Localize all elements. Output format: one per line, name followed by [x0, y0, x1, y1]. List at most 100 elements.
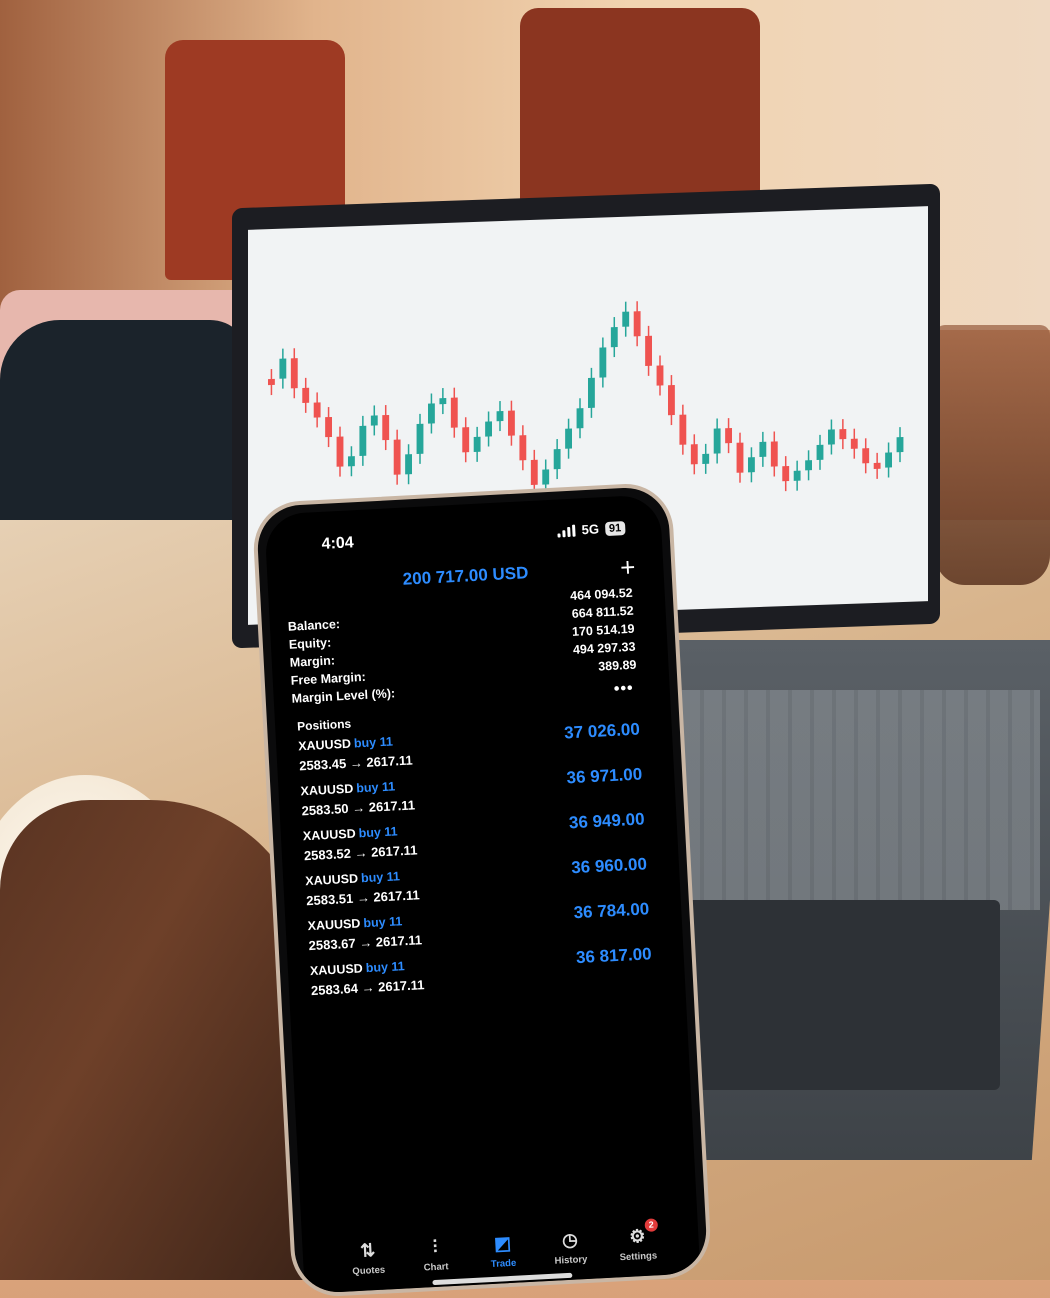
candle	[885, 452, 893, 468]
candle	[325, 416, 333, 438]
phone-screen: 4:04 5G 91 200 717.00 USD + Balance: Equ…	[264, 494, 701, 1294]
signal-icon	[557, 524, 577, 538]
position-side: buy 11	[365, 959, 405, 976]
home-indicator[interactable]	[432, 1272, 573, 1286]
candle	[336, 436, 344, 467]
position-side: buy 11	[363, 914, 403, 931]
candle	[428, 403, 435, 424]
position-symbol: XAUUSD	[300, 781, 354, 799]
settings-icon: ⚙	[628, 1225, 646, 1247]
chart-icon: ⫶	[432, 1236, 438, 1258]
candle	[576, 408, 584, 429]
candle	[805, 460, 813, 471]
summary-labels: Balance: Equity: Margin: Free Margin: Ma…	[287, 612, 396, 707]
candle	[279, 358, 287, 379]
candle	[668, 384, 675, 416]
candle	[393, 439, 401, 475]
laptop-screen	[248, 206, 928, 625]
candle	[873, 462, 881, 470]
candle	[713, 428, 721, 454]
candlestick-chart	[268, 301, 904, 495]
candle	[348, 456, 355, 467]
history-icon: ◷	[561, 1229, 579, 1251]
add-icon[interactable]: +	[619, 551, 637, 583]
position-profit: 36 960.00	[570, 854, 648, 878]
candle	[370, 415, 378, 426]
candle	[405, 454, 412, 475]
candle	[496, 410, 504, 422]
position-symbol: XAUUSD	[297, 736, 352, 754]
candle	[622, 311, 630, 327]
account-profit-total: 200 717.00 USD	[402, 563, 529, 589]
tab-settings[interactable]: ⚙ 2 Settings	[606, 1218, 670, 1264]
candle	[462, 427, 470, 453]
position-side: buy 11	[353, 734, 394, 751]
candle	[610, 326, 618, 348]
candle	[759, 441, 767, 458]
tab-label: Quotes	[352, 1264, 386, 1278]
candle	[519, 435, 527, 461]
candle	[690, 444, 698, 465]
tab-chart[interactable]: ⫶ Chart	[404, 1234, 468, 1274]
position-profit: 37 026.00	[563, 719, 641, 743]
status-indicators: 5G 91	[557, 520, 626, 539]
candle	[793, 470, 801, 481]
position-symbol: XAUUSD	[304, 871, 359, 889]
candle	[770, 441, 778, 467]
position-symbol: XAUUSD	[309, 961, 364, 979]
candle	[530, 459, 538, 485]
candle	[839, 428, 847, 440]
position-side: buy 11	[358, 824, 398, 841]
candle	[565, 428, 572, 449]
more-icon[interactable]: •••	[613, 679, 635, 698]
hand	[0, 800, 310, 1280]
position-profit: 36 784.00	[573, 899, 650, 923]
drink-glass	[935, 325, 1050, 585]
phone: 4:04 5G 91 200 717.00 USD + Balance: Equ…	[251, 481, 713, 1298]
candle	[725, 427, 732, 444]
bottom-tab-bar: ⇅ Quotes ⫶ Chart ◩ Trade ◷ History ⚙ 2 S…	[336, 1218, 670, 1278]
candle	[645, 335, 652, 367]
candle	[359, 425, 367, 456]
candle	[816, 444, 824, 461]
candle	[850, 438, 858, 449]
candle	[473, 436, 481, 452]
candle	[736, 442, 744, 473]
candle	[748, 457, 755, 473]
margin-level-value: 389.89	[597, 657, 637, 674]
candle	[382, 414, 390, 441]
candle	[553, 448, 561, 470]
candle	[439, 397, 447, 405]
candle	[485, 421, 492, 437]
candle	[450, 397, 458, 428]
tab-trade[interactable]: ◩ Trade	[471, 1231, 535, 1271]
candle	[542, 469, 550, 485]
tab-label: Trade	[490, 1257, 517, 1271]
candle	[290, 358, 298, 389]
tab-quotes[interactable]: ⇅ Quotes	[336, 1238, 400, 1278]
background-chair	[520, 8, 760, 223]
trade-icon: ◩	[493, 1232, 512, 1254]
candle	[588, 377, 595, 408]
position-side: buy 11	[355, 779, 396, 796]
candle	[782, 465, 790, 482]
candle	[656, 365, 664, 386]
status-bar: 4:04 5G 91	[265, 518, 662, 561]
position-profit: 36 949.00	[568, 809, 645, 833]
position-symbol: XAUUSD	[307, 916, 361, 934]
network-type: 5G	[581, 521, 600, 538]
status-time: 4:04	[321, 534, 355, 553]
candle	[313, 402, 321, 418]
position-symbol: XAUUSD	[302, 826, 357, 844]
candle	[633, 311, 641, 337]
battery-icon: 91	[604, 520, 626, 536]
quotes-icon: ⇅	[359, 1240, 376, 1261]
candle	[896, 436, 904, 453]
candle	[828, 429, 835, 445]
candle	[702, 453, 710, 465]
candle	[508, 410, 515, 436]
tab-label: Chart	[423, 1261, 449, 1274]
positions-title: Positions	[296, 716, 352, 734]
candle	[416, 423, 424, 454]
tab-history[interactable]: ◷ History	[538, 1227, 602, 1267]
